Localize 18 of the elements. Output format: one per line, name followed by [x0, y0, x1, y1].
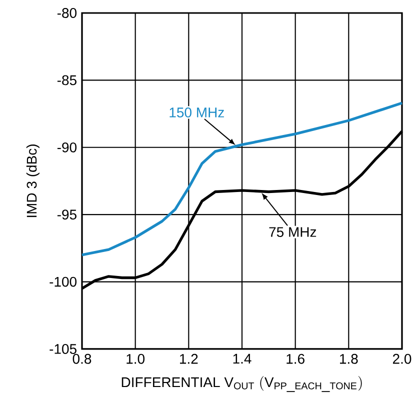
annotation: 150 MHz [170, 108, 224, 118]
annotation: 75 MHz [269, 227, 316, 237]
y-tick-label: -85 [57, 75, 76, 86]
y-tick-label: -105 [50, 344, 76, 354]
x-tick-label: 1.4 [233, 354, 252, 364]
line-series [80, 102, 404, 256]
y-tick-label: -95 [57, 210, 76, 220]
y-tick-label: -100 [50, 276, 77, 287]
y-tick-label: -80 [57, 8, 77, 18]
x-tick-label: 1.8 [340, 354, 358, 364]
x-tick-label: 1.2 [180, 354, 198, 364]
y-axis-title: IMD 3 (dBc) [26, 144, 40, 218]
x-tick-label: 0.8 [72, 354, 92, 364]
x-tick-label: 2.0 [392, 354, 412, 364]
x-tick-label: 1.6 [286, 354, 304, 364]
x-axis-title: $\mathrm{DIFFERENTIAL\ V_{OUT}\ (V_{PP\_EACH\_TONE})}$ [122, 376, 362, 392]
y-tick-label: -90 [57, 142, 77, 152]
x-tick-label: 1.0 [126, 354, 145, 364]
